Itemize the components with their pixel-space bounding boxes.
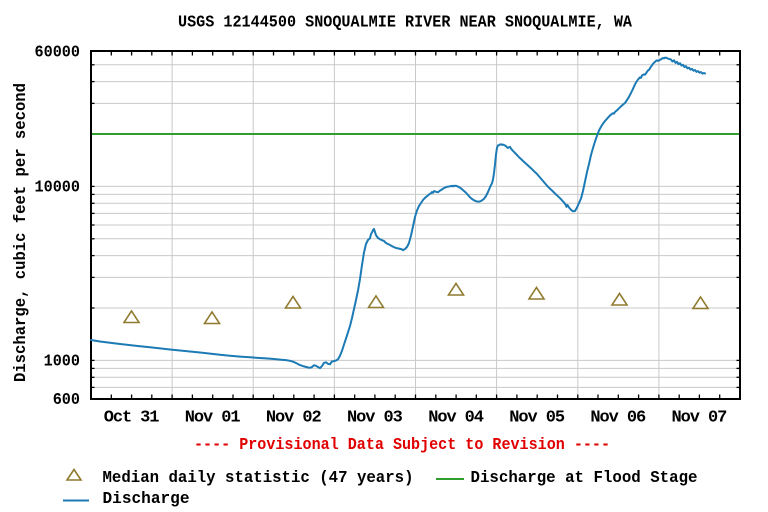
svg-text:Nov 03: Nov 03 xyxy=(347,408,403,427)
svg-text:---- Provisional Data Subject: ---- Provisional Data Subject to Revisio… xyxy=(194,436,610,455)
svg-text:600: 600 xyxy=(53,391,80,410)
svg-text:USGS 12144500 SNOQUALMIE RIVER: USGS 12144500 SNOQUALMIE RIVER NEAR SNOQ… xyxy=(178,14,633,33)
svg-text:10000: 10000 xyxy=(35,179,81,198)
svg-text:Oct 31: Oct 31 xyxy=(104,408,160,427)
svg-text:Nov 07: Nov 07 xyxy=(672,408,728,427)
svg-text:Median daily statistic (47 yea: Median daily statistic (47 years) xyxy=(103,469,414,488)
svg-text:Nov 02: Nov 02 xyxy=(266,408,322,427)
svg-text:Nov 05: Nov 05 xyxy=(509,408,565,427)
svg-text:Discharge: Discharge xyxy=(103,490,190,509)
svg-text:Nov 01: Nov 01 xyxy=(185,408,241,427)
svg-text:Discharge at Flood Stage: Discharge at Flood Stage xyxy=(471,469,698,488)
svg-text:Nov 04: Nov 04 xyxy=(428,408,484,427)
svg-text:60000: 60000 xyxy=(35,44,81,63)
svg-text:Discharge, cubic feet per seco: Discharge, cubic feet per second xyxy=(12,83,31,382)
svg-text:Nov 06: Nov 06 xyxy=(590,408,646,427)
svg-text:1000: 1000 xyxy=(44,353,80,372)
